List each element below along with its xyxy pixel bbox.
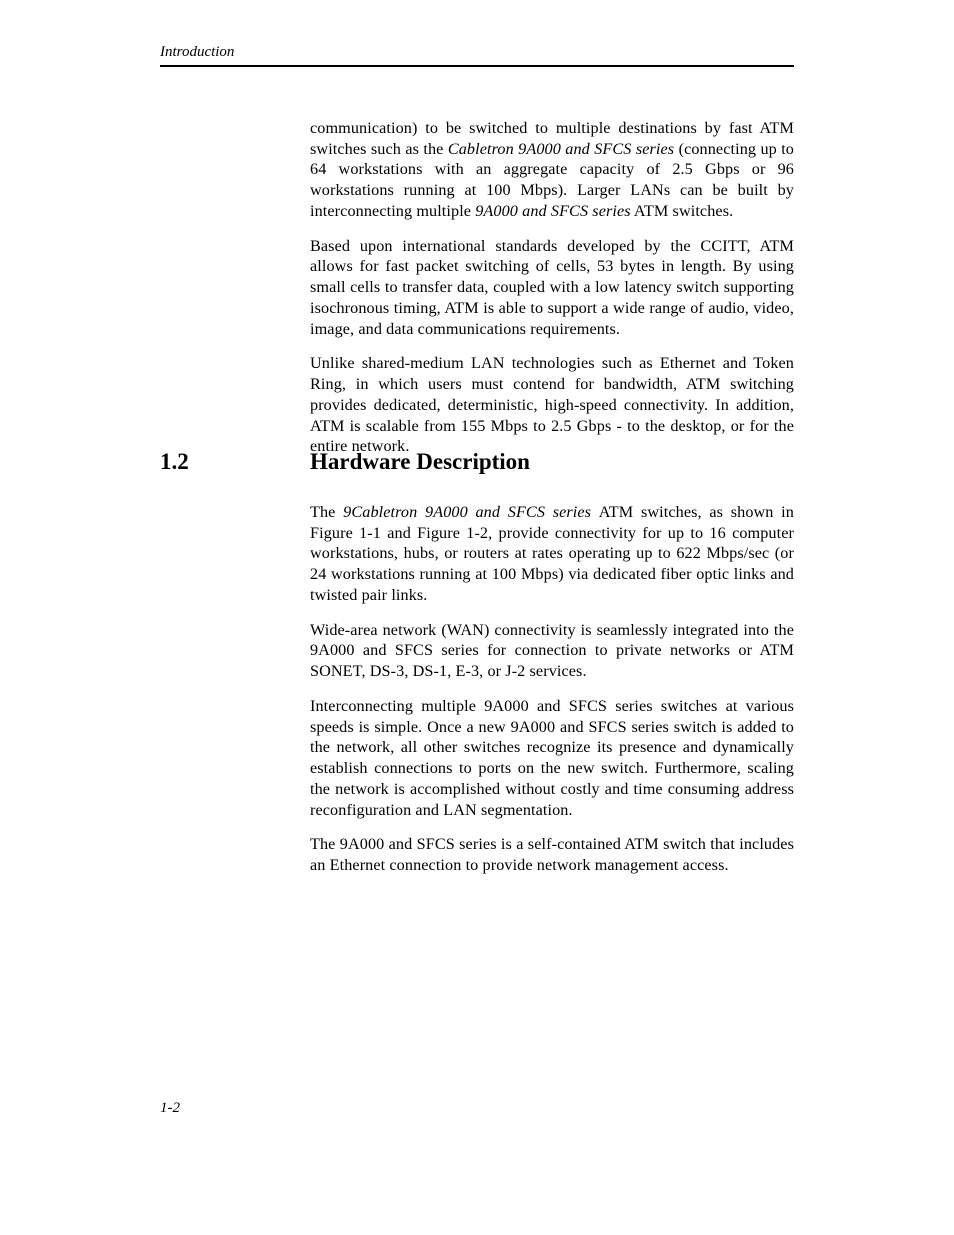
p4-ital: 9Cabletron 9A000 and SFCS series [343,503,599,521]
p1-ital-1: Cabletron 9A000 and SFCS series [448,140,674,158]
paragraph-1: communication) to be switched to multipl… [310,118,794,222]
paragraph-6: Interconnecting multiple 9A000 and SFCS … [310,696,794,820]
paragraph-7: The 9A000 and SFCS series is a self-cont… [310,834,794,875]
p1-ital-2: 9A000 and SFCS series [475,202,630,220]
running-head-title: Introduction [160,44,794,61]
running-head-rule [160,65,794,67]
paragraph-4: The 9Cabletron 9A000 and SFCS series ATM… [310,502,794,606]
section-number: 1.2 [160,449,286,475]
p4-text-a: The [310,503,343,521]
section-heading: 1.2 Hardware Description [160,449,794,475]
body-block-2: The 9Cabletron 9A000 and SFCS series ATM… [310,502,794,890]
paragraph-3: Unlike shared-medium LAN technologies su… [310,353,794,457]
p1-text-c: ATM switches. [631,202,734,220]
section-title: Hardware Description [310,449,530,475]
running-head: Introduction [160,44,794,67]
page: Introduction communication) to be switch… [0,0,954,1235]
page-number: 1-2 [160,1100,180,1117]
body-block-1: communication) to be switched to multipl… [310,118,794,471]
paragraph-2: Based upon international standards devel… [310,236,794,340]
paragraph-5: Wide-area network (WAN) connectivity is … [310,620,794,682]
